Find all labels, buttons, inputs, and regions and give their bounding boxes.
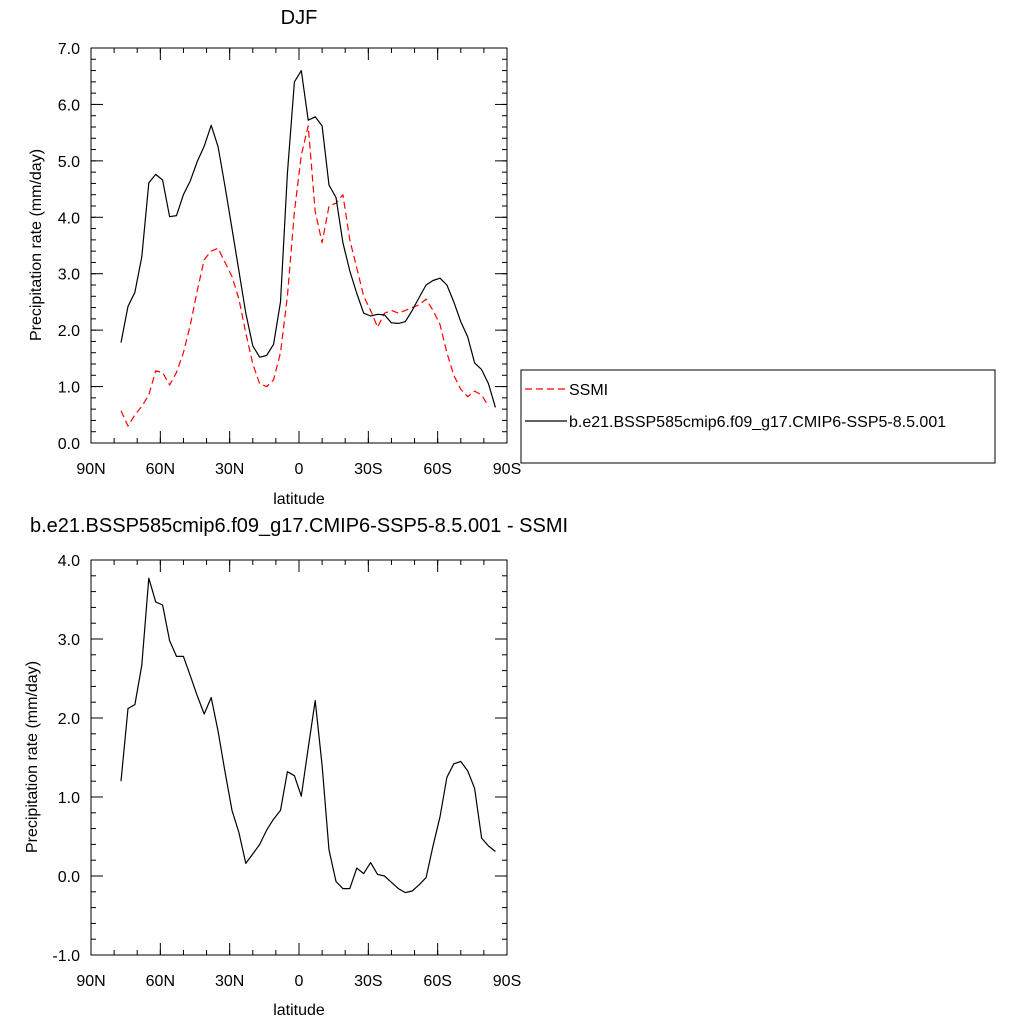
x-axis-label: latitude [273,1002,325,1019]
x-tick-label: 90S [493,461,521,478]
x-tick-label: 0 [295,973,304,990]
series-lines [120,69,496,427]
ssmi-series-line [120,125,490,427]
x-tick-label: 0 [295,461,304,478]
legend-box [520,369,996,464]
panel-djf: DJF 90N 60N 30N 0 30S 60S 90S 0.0 1.0 2.0 3.0 4.0 5… [28,7,521,508]
legend-label-ssmi: SSMI [569,382,608,399]
x-ticks: 90N 60N 30N 0 30S 60S 90S [76,48,521,478]
y-tick-label: 1.0 [58,790,80,807]
x-tick-label: 30S [354,461,382,478]
y-tick-label: 0.0 [58,436,80,453]
legend-label-model: b.e21.BSSP585cmip6.f09_g17.CMIP6-SSP5-8.… [569,414,946,431]
plot-frame [90,47,508,444]
y-tick-label: 2.0 [58,711,80,728]
y-tick-label: 6.0 [58,97,80,114]
y-axis-label: Precipitation rate (mm/day) [24,661,41,853]
x-tick-label: 30N [215,973,244,990]
y-axis-label: Precipitation rate (mm/day) [28,149,45,341]
y-tick-label: 4.0 [58,553,80,570]
series-lines [120,577,496,894]
x-tick-label: 90S [493,973,521,990]
chart-title: b.e21.BSSP585cmip6.f09_g17.CMIP6-SSP5-8.… [30,515,568,537]
y-tick-label: 7.0 [58,41,80,58]
x-tick-label: 90N [76,461,105,478]
chart-title: DJF [281,7,318,29]
model-series-line [120,577,496,894]
y-tick-label: 3.0 [58,632,80,649]
panel-difference: b.e21.BSSP585cmip6.f09_g17.CMIP6-SSP5-8.… [24,515,568,1019]
x-ticks: 90N 60N 30N 0 30S 60S 90S [76,560,521,990]
y-ticks: -1.0 0.0 1.0 2.0 3.0 4.0 [52,553,507,965]
x-axis-label: latitude [273,491,325,508]
y-ticks: 0.0 1.0 2.0 3.0 4.0 5.0 6.0 7.0 [58,41,507,453]
y-tick-label: 2.0 [58,323,80,340]
legend: SSMI b.e21.BSSP585cmip6.f09_g17.CMIP6-SS… [520,369,996,464]
y-tick-label: 0.0 [58,869,80,886]
x-tick-label: 60S [423,973,451,990]
x-tick-label: 90N [76,973,105,990]
y-tick-label: 5.0 [58,154,80,171]
x-tick-label: 60S [423,461,451,478]
y-tick-label: 3.0 [58,267,80,284]
y-tick-label: 1.0 [58,380,80,397]
plot-frame [90,559,508,956]
x-tick-label: 60N [146,973,175,990]
y-tick-label: 4.0 [58,210,80,227]
x-tick-label: 30N [215,461,244,478]
x-tick-label: 30S [354,973,382,990]
model-series-line [120,69,496,408]
x-tick-label: 60N [146,461,175,478]
y-tick-label: -1.0 [52,948,80,965]
